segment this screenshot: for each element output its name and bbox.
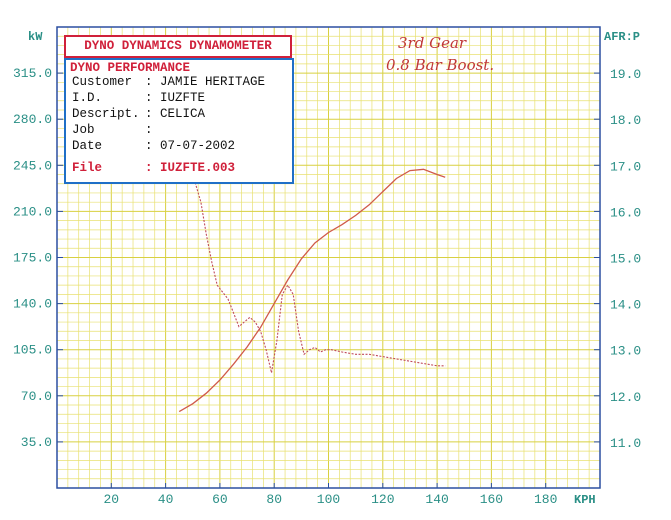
x-tick-label: 120 xyxy=(371,492,394,507)
info-value: IUZFTE.003 xyxy=(160,161,236,175)
info-label: Descript. xyxy=(72,107,140,121)
annotation-boost: 0.8 Bar Boost. xyxy=(386,56,494,74)
annotation-gear: 3rd Gear xyxy=(398,34,467,52)
x-tick-label: 80 xyxy=(266,492,282,507)
afr-series-line xyxy=(178,174,446,373)
y-tick-label: 315.0 xyxy=(13,66,52,81)
info-row-file: File: IUZFTE.003 xyxy=(72,161,235,175)
y-tick-label: 35.0 xyxy=(21,435,52,450)
info-label: File xyxy=(72,161,103,175)
y2-tick-label: 11.0 xyxy=(610,436,641,451)
info-label: I.D. xyxy=(72,91,103,105)
y-tick-label: 105.0 xyxy=(13,343,52,358)
y-tick-label: 245.0 xyxy=(13,158,52,173)
y2-tick-label: 12.0 xyxy=(610,390,641,405)
info-separator: : xyxy=(145,107,153,121)
y-axis-label: kW xyxy=(28,30,43,44)
x-tick-label: 60 xyxy=(212,492,228,507)
info-label: Customer xyxy=(72,75,133,89)
y2-tick-label: 15.0 xyxy=(610,252,641,267)
y-tick-label: 140.0 xyxy=(13,297,52,312)
x-tick-label: 180 xyxy=(534,492,557,507)
info-row-date: Date:07-07-2002 xyxy=(72,139,235,153)
y2-tick-label: 13.0 xyxy=(610,344,641,359)
info-separator: : xyxy=(145,139,153,153)
info-heading: DYNO PERFORMANCE xyxy=(70,61,191,75)
y2-tick-label: 16.0 xyxy=(610,205,641,220)
y2-tick-label: 19.0 xyxy=(610,67,641,82)
y2-tick-label: 14.0 xyxy=(610,298,641,313)
info-label: Date xyxy=(72,139,103,153)
x-axis-label: KPH xyxy=(574,493,596,507)
dyno-title-box: DYNO DYNAMICS DYNAMOMETER xyxy=(64,35,292,58)
y-tick-label: 280.0 xyxy=(13,112,52,127)
ticks: 35.0 70.0 105.0 140.0 175.0 210.0 245.0 280.0 31… xyxy=(13,66,641,507)
y-tick-label: 70.0 xyxy=(21,389,52,404)
y-tick-label: 175.0 xyxy=(13,251,52,266)
x-tick-label: 20 xyxy=(103,492,119,507)
info-separator: : xyxy=(145,161,153,175)
y2-tick-label: 18.0 xyxy=(610,113,641,128)
info-value: CELICA xyxy=(160,107,206,121)
info-value: IUZFTE xyxy=(160,91,206,105)
x-tick-label: 140 xyxy=(425,492,448,507)
info-row-description: Descript.: CELICA xyxy=(72,107,205,121)
info-value: 07-07-2002 xyxy=(160,139,236,153)
info-row-customer: Customer: JAMIE HERITAGE xyxy=(72,75,265,89)
info-value: JAMIE HERITAGE xyxy=(160,75,266,89)
power-series-line xyxy=(178,168,446,413)
x-tick-label: 100 xyxy=(317,492,340,507)
info-separator: : xyxy=(145,75,153,89)
info-separator: : xyxy=(145,91,153,105)
x-tick-label: 160 xyxy=(480,492,503,507)
info-separator: : xyxy=(145,123,153,137)
y2-axis-label: AFR:P xyxy=(604,30,640,44)
info-row-id: I.D.: IUZFTE xyxy=(72,91,205,105)
series-layer xyxy=(178,168,446,413)
info-panel: DYNO PERFORMANCE Customer: JAMIE HERITAGE… xyxy=(64,58,294,184)
y2-tick-label: 17.0 xyxy=(610,159,641,174)
info-row-job: Job: xyxy=(72,123,160,137)
y-tick-label: 210.0 xyxy=(13,204,52,219)
info-label: Job xyxy=(72,123,95,137)
x-tick-label: 40 xyxy=(158,492,174,507)
